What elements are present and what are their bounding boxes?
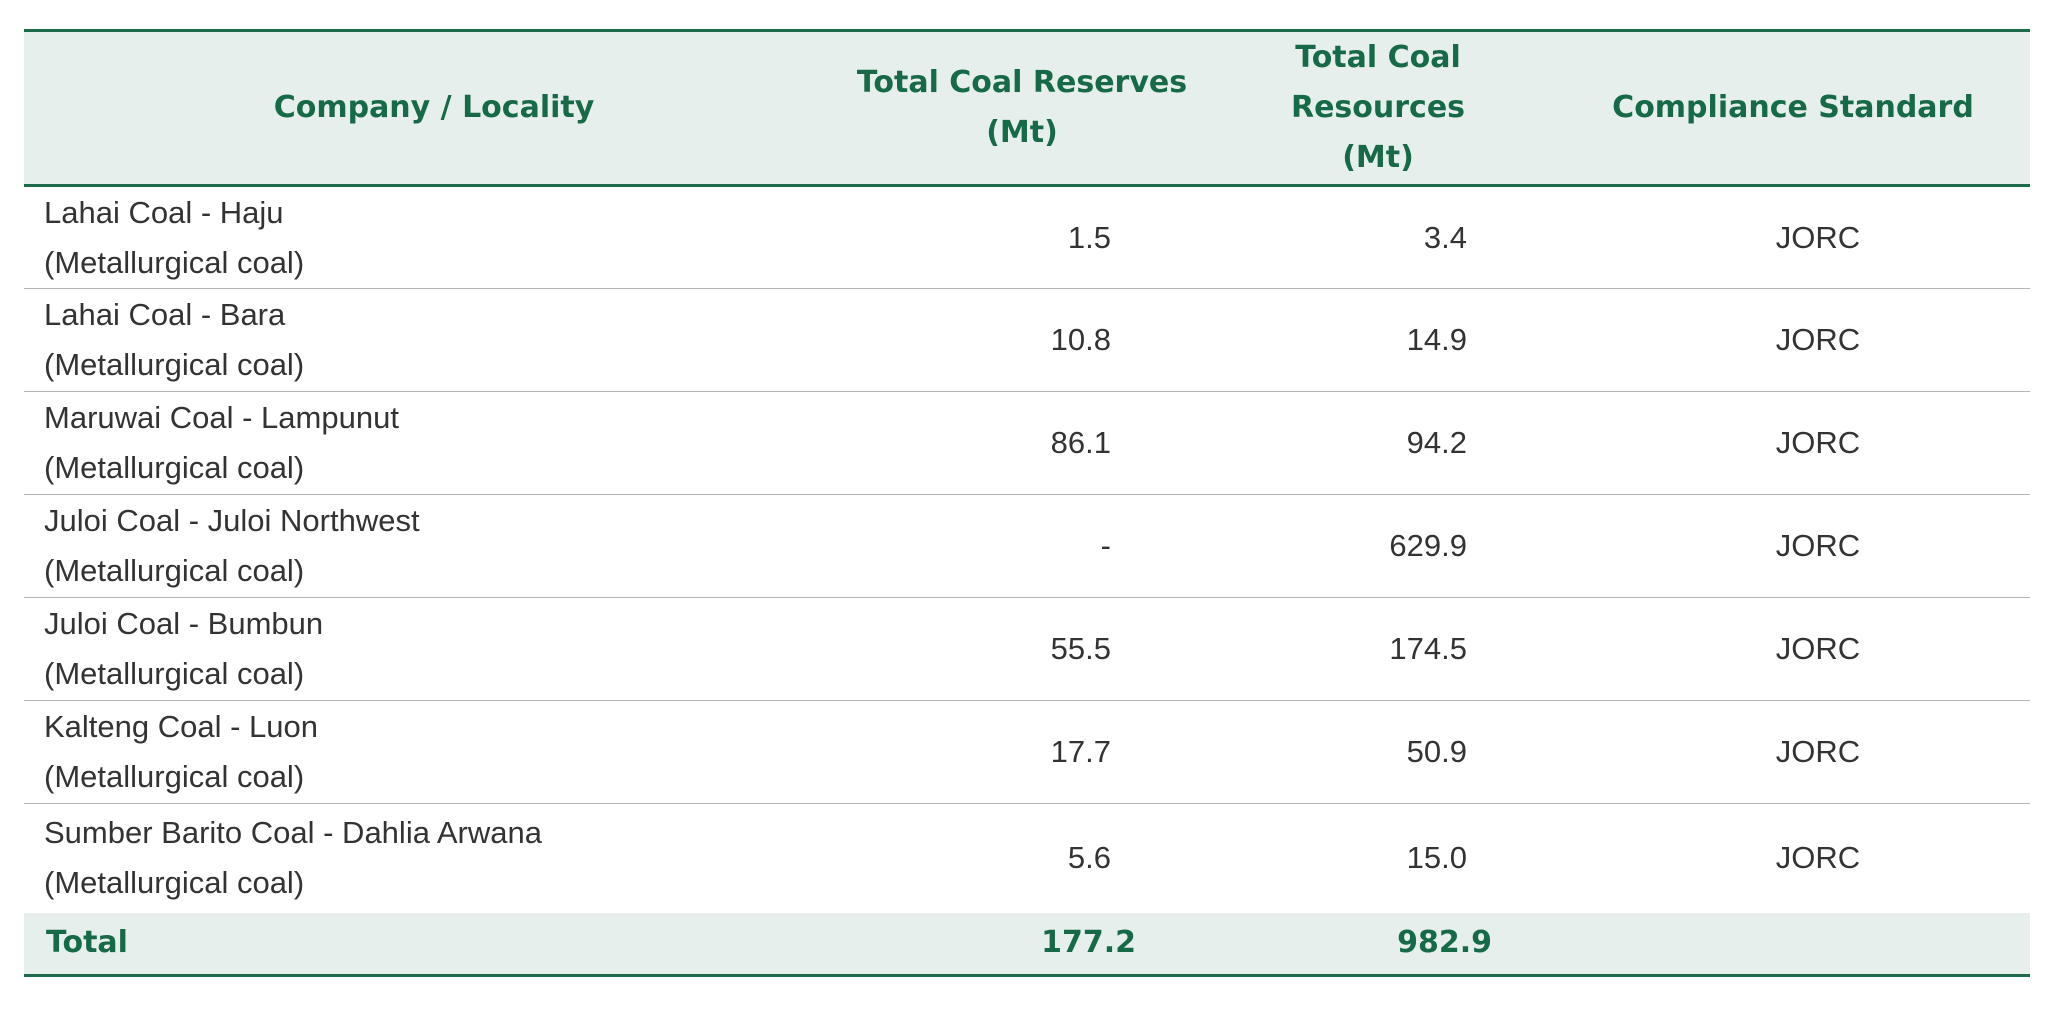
company-cell: Juloi Coal - Bumbun (Metallurgical coal) bbox=[24, 598, 844, 701]
reserves-cell: 86.1 bbox=[1050, 425, 1111, 460]
company-name: Kalteng Coal - Luon bbox=[44, 709, 319, 744]
coal-type: (Metallurgical coal) bbox=[44, 347, 305, 382]
company-name: Lahai Coal - Bara bbox=[44, 297, 286, 332]
standard-cell: JORC bbox=[1775, 631, 1861, 666]
reserves-cell: - bbox=[1100, 528, 1111, 563]
company-name: Juloi Coal - Juloi Northwest bbox=[44, 503, 420, 538]
coal-type: (Metallurgical coal) bbox=[44, 244, 305, 280]
company-cell: Lahai Coal - Haju (Metallurgical coal) bbox=[24, 186, 844, 289]
total-standard-empty bbox=[1556, 913, 2030, 976]
total-label: Total bbox=[46, 925, 128, 961]
standard-cell: JORC bbox=[1775, 528, 1861, 563]
coal-reserves-table: Company / Locality Total Coal Reserves (… bbox=[24, 29, 2030, 977]
standard-cell: JORC bbox=[1775, 840, 1861, 876]
standard-cell: JORC bbox=[1775, 219, 1861, 255]
header-total-coal-reserves: Total Coal Reserves (Mt) bbox=[844, 31, 1200, 186]
company-name: Juloi Coal - Bumbun bbox=[44, 606, 324, 641]
total-resources: 982.9 bbox=[1397, 925, 1492, 961]
total-reserves: 177.2 bbox=[1041, 925, 1136, 961]
standard-cell: JORC bbox=[1775, 425, 1861, 460]
coal-type: (Metallurgical coal) bbox=[44, 759, 305, 794]
company-cell: Sumber Barito Coal - Dahlia Arwana (Meta… bbox=[24, 804, 844, 913]
table-row: Lahai Coal - Haju (Metallurgical coal) 1… bbox=[24, 186, 2030, 289]
table-row: Lahai Coal - Bara (Metallurgical coal) 1… bbox=[24, 289, 2030, 392]
reserves-cell: 10.8 bbox=[1050, 322, 1111, 357]
header-reserves-unit: (Mt) bbox=[986, 115, 1058, 150]
reserves-cell: 1.5 bbox=[1067, 219, 1111, 255]
header-total-coal-resources: Total Coal Resources (Mt) bbox=[1200, 31, 1556, 186]
header-standard-label: Compliance Standard bbox=[1612, 90, 1974, 125]
header-row: Company / Locality Total Coal Reserves (… bbox=[24, 30, 2030, 186]
coal-reserves-table-container: Company / Locality Total Coal Reserves (… bbox=[24, 29, 2030, 977]
company-name: Lahai Coal - Haju bbox=[44, 194, 284, 230]
coal-type: (Metallurgical coal) bbox=[44, 656, 305, 691]
company-name: Sumber Barito Coal - Dahlia Arwana bbox=[44, 815, 542, 851]
standard-cell: JORC bbox=[1775, 734, 1861, 769]
coal-type: (Metallurgical coal) bbox=[44, 865, 305, 901]
total-row: Total 177.2 982.9 bbox=[24, 912, 2030, 976]
table-row: Maruwai Coal - Lampunut (Metallurgical c… bbox=[24, 392, 2030, 495]
table-row: Juloi Coal - Bumbun (Metallurgical coal)… bbox=[24, 598, 2030, 701]
header-resources-label: Total Coal Resources bbox=[1290, 40, 1466, 125]
coal-type: (Metallurgical coal) bbox=[44, 450, 305, 485]
table-row: Sumber Barito Coal - Dahlia Arwana (Meta… bbox=[24, 804, 2030, 913]
header-compliance-standard: Compliance Standard bbox=[1556, 31, 2030, 186]
resources-cell: 50.9 bbox=[1406, 734, 1467, 769]
header-company-label: Company / Locality bbox=[273, 90, 595, 125]
reserves-cell: 55.5 bbox=[1050, 631, 1111, 666]
resources-cell: 15.0 bbox=[1406, 840, 1467, 876]
header-resources-unit: (Mt) bbox=[1342, 140, 1414, 175]
company-name: Maruwai Coal - Lampunut bbox=[44, 400, 399, 435]
company-cell: Maruwai Coal - Lampunut (Metallurgical c… bbox=[24, 392, 844, 495]
reserves-cell: 17.7 bbox=[1050, 734, 1111, 769]
table-row: Juloi Coal - Juloi Northwest (Metallurgi… bbox=[24, 495, 2030, 598]
resources-cell: 94.2 bbox=[1406, 425, 1467, 460]
coal-type: (Metallurgical coal) bbox=[44, 553, 305, 588]
company-cell: Kalteng Coal - Luon (Metallurgical coal) bbox=[24, 701, 844, 804]
resources-cell: 14.9 bbox=[1406, 322, 1467, 357]
resources-cell: 3.4 bbox=[1423, 219, 1467, 255]
resources-cell: 629.9 bbox=[1389, 528, 1467, 563]
table-body: Lahai Coal - Haju (Metallurgical coal) 1… bbox=[24, 186, 2030, 976]
header-company-locality: Company / Locality bbox=[24, 31, 844, 186]
company-cell: Lahai Coal - Bara (Metallurgical coal) bbox=[24, 289, 844, 392]
standard-cell: JORC bbox=[1775, 322, 1861, 357]
header-reserves-label: Total Coal Reserves bbox=[856, 65, 1188, 100]
table-header: Company / Locality Total Coal Reserves (… bbox=[24, 30, 2030, 186]
table-row: Kalteng Coal - Luon (Metallurgical coal)… bbox=[24, 701, 2030, 804]
company-cell: Juloi Coal - Juloi Northwest (Metallurgi… bbox=[24, 495, 844, 598]
reserves-cell: 5.6 bbox=[1067, 840, 1111, 876]
resources-cell: 174.5 bbox=[1389, 631, 1467, 666]
